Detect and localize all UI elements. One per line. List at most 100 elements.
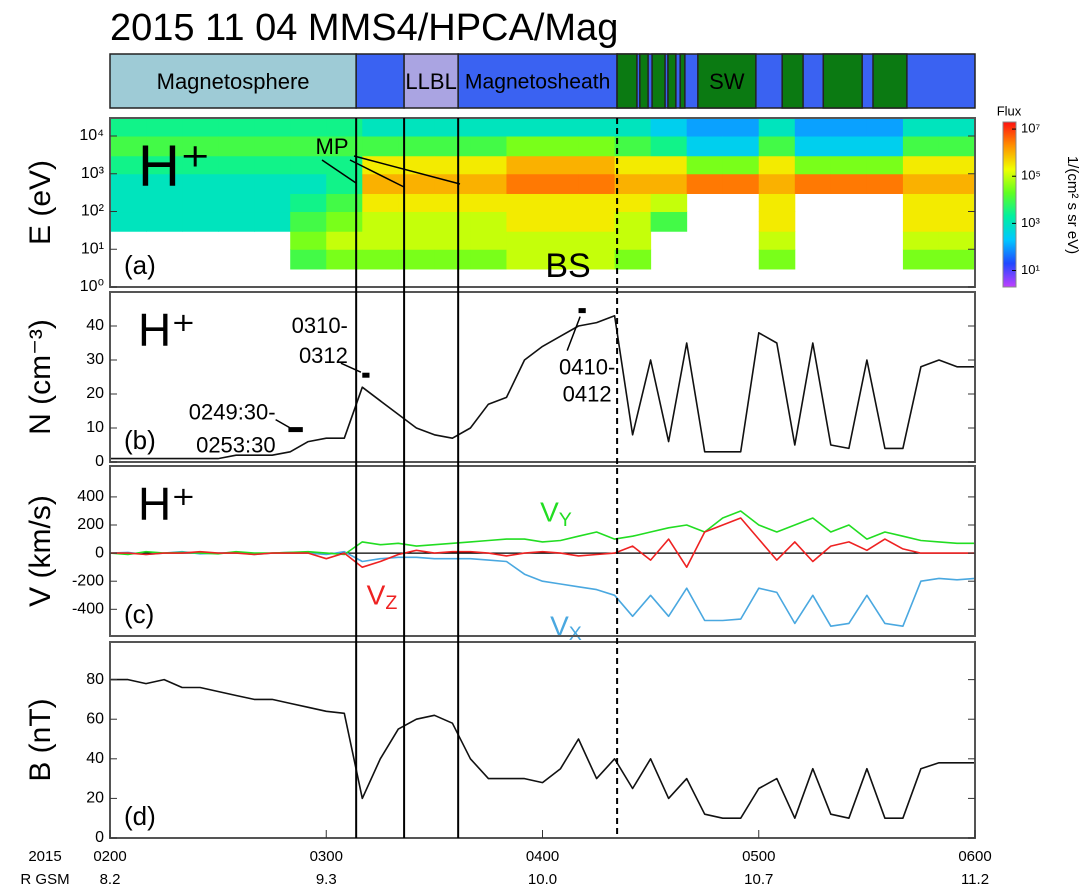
flux-cell [758,155,796,175]
flux-cell [218,211,255,232]
flux-cell [398,136,435,157]
flux-cell [650,136,688,157]
x-tick-label: 0200 [93,848,126,865]
y-tick-label: 30 [86,351,104,368]
data-line [110,550,975,627]
flux-cell [794,173,832,194]
mp-annotation: MP [316,134,349,159]
flux-cell [326,211,363,232]
y-axis-label: N (cm⁻³) [24,319,57,435]
series-label: VX [550,610,582,645]
flux-cell [182,155,219,175]
flux-cell [830,118,868,137]
flux-cell [902,231,940,250]
flux-cell [218,193,255,213]
flux-cell [506,231,543,250]
flux-cell [362,249,399,270]
flux-cell [938,249,975,270]
plot-layer: Magnetosphere LLBL Magnetosheath SW 10¹ 10³ 10… [20,53,1081,888]
subscript: X [569,623,582,645]
flux-cell [254,193,291,213]
interval-label: 0312 [299,343,348,368]
flux-cell [398,173,435,194]
flux-cell [470,136,507,157]
flux-cell [110,136,147,157]
flux-cell [362,173,399,194]
y-tick-label: 20 [86,790,104,807]
y-tick-label: 10¹ [81,240,104,257]
flux-cell [254,118,291,137]
flux-cell [434,193,471,213]
flux-cell [182,118,219,137]
flux-cell [470,118,507,137]
region [651,53,666,109]
species-label: H⁺ [138,304,196,356]
r-gsm-label: 9.3 [316,871,337,888]
flux-cell [290,211,327,232]
mp-leaders [321,155,461,188]
region-label: SW [709,69,745,94]
panel-frame [109,291,976,463]
flux-cell [506,118,543,137]
species-label: H⁺ [138,478,196,530]
flux-cell [758,193,796,213]
flux-cell [290,155,327,175]
flux-cell [794,136,832,157]
flux-cell [578,193,616,213]
panel-label: (c) [124,599,154,629]
flux-cell [182,193,219,213]
interval-label: 0310- [292,313,348,338]
y-tick-label: 80 [86,671,104,688]
leader-line [340,362,362,373]
flux-cell [146,173,183,194]
flux-cell [614,231,652,250]
flux-cell [218,155,255,175]
flux-cell [722,118,760,137]
flux-cell [434,118,471,137]
region-label: LLBL [405,69,456,94]
flux-cell [938,118,975,137]
flux-cell [542,231,580,250]
data-line [110,678,975,819]
flux-cell [902,211,940,232]
data-line [110,510,975,556]
flux-cell [938,231,975,250]
y-tick-label: 0 [95,544,104,561]
flux-cell [290,193,327,213]
colorbar-tick-label: 10¹ [1021,262,1040,277]
flux-cell [578,249,616,270]
flux-cell [290,173,327,194]
flux-cell [614,118,652,137]
colorbar-label: 1/(cm² s sr eV) [1064,156,1081,254]
flux-cell [434,231,471,250]
flux-cell [686,136,724,157]
flux-cell [290,249,327,270]
flux-cell [362,136,399,157]
leader-line [349,159,405,188]
flux-cell [362,211,399,232]
y-tick-label: 10⁴ [79,127,104,144]
data-line [110,315,975,460]
flux-cell [470,193,507,213]
y-tick-label: 10³ [81,165,105,182]
leader-line [321,159,357,184]
x-tick-label: 0400 [526,848,559,865]
flux-cell [434,136,471,157]
flux-cell [542,155,580,175]
region [872,53,908,109]
flux-cell [290,231,327,250]
y-tick-label: 0 [95,829,104,846]
r-gsm-label: 11.2 [961,871,989,888]
flux-cell [146,118,183,137]
subscript: Y [559,509,572,531]
flux-cell [650,155,688,175]
flux-cell [362,193,399,213]
flux-cell [254,173,291,194]
flux-cell [866,155,904,175]
colorbar-tick-label: 10⁷ [1021,121,1040,136]
leader-line [566,316,581,351]
flux-cell [938,155,975,175]
flux-cell [866,173,904,194]
y-tick-label: 10⁰ [80,278,104,295]
